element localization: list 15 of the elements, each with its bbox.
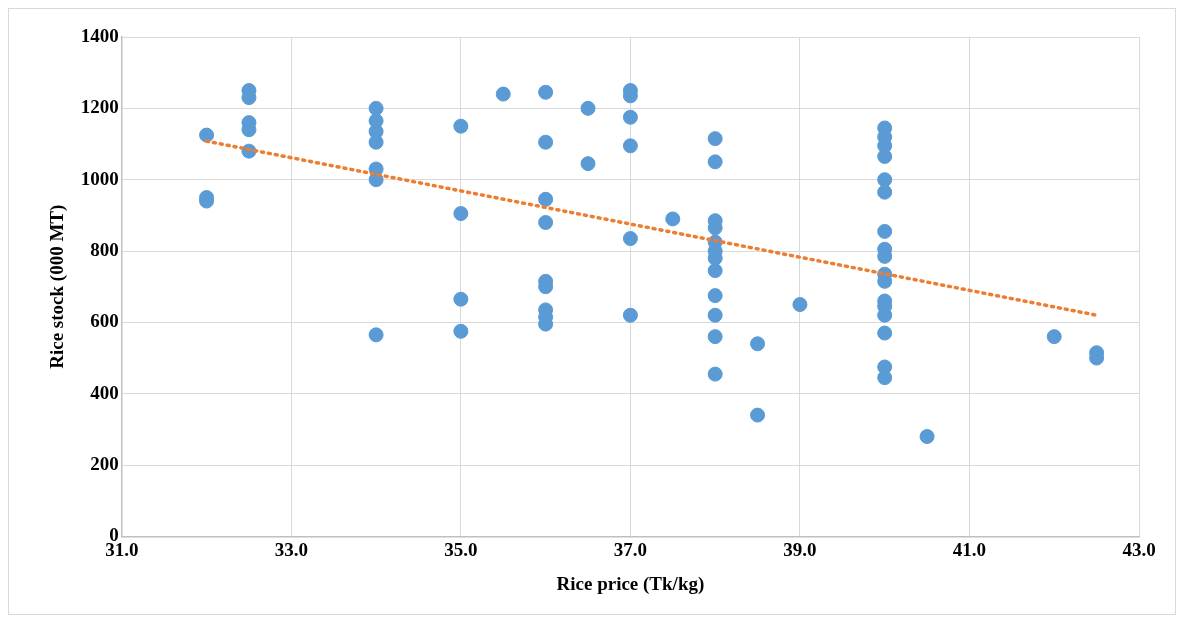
- x-tick-label: 37.0: [613, 538, 648, 560]
- y-tick-label: 1200: [80, 96, 119, 118]
- y-tick-label: 400: [90, 381, 119, 403]
- y-tick-label: 600: [90, 310, 119, 332]
- x-tick-label: 35.0: [444, 538, 478, 560]
- x-tick-label: 41.0: [952, 538, 987, 560]
- y-tick-label: 1400: [80, 24, 119, 46]
- y-tick-label: 1000: [80, 167, 119, 189]
- x-tick-label: 33.0: [274, 538, 308, 560]
- x-tick-label: 43.0: [1122, 538, 1156, 560]
- x-axis-title: Rice price (Tk/kg): [556, 572, 705, 595]
- y-axis-title: Rice stock (000 MT): [46, 204, 69, 369]
- x-tick-label: 39.0: [783, 538, 817, 560]
- y-tick-label: 200: [90, 452, 119, 474]
- y-tick-label: 800: [90, 238, 119, 260]
